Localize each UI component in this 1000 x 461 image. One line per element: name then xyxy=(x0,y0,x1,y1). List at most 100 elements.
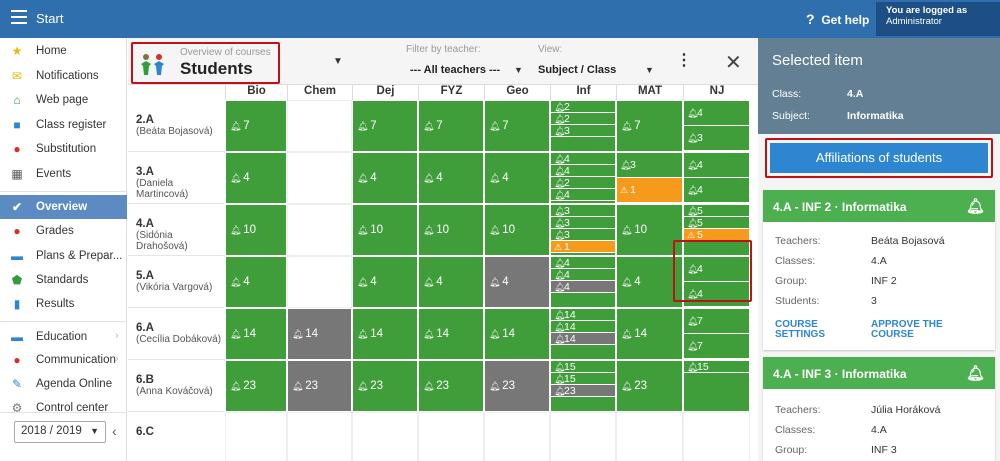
course-group-row[interactable]: 🔔︎23 xyxy=(551,385,615,397)
course-cell[interactable]: 🔔︎ 14 xyxy=(287,308,352,360)
view-caret-icon[interactable]: ▼ xyxy=(645,65,654,75)
sidebar-item-control-center[interactable]: ⚙ Control center xyxy=(0,396,127,420)
course-cell[interactable]: 🔔︎4 🔔︎3 xyxy=(683,100,750,152)
course-cell[interactable]: 🔔︎15 🔔︎15 🔔︎23 xyxy=(550,360,616,412)
course-group-row[interactable]: 🔔︎3 xyxy=(551,205,615,217)
course-group-row[interactable]: 🔔︎4 xyxy=(684,153,749,178)
course-group-row[interactable]: 🔔︎4 xyxy=(551,189,615,201)
course-group-row[interactable]: 🔔︎15 xyxy=(551,373,615,385)
course-group-row[interactable]: 🔔︎4 xyxy=(551,165,615,177)
sidebar-item-web-page[interactable]: ⌂ Web page xyxy=(0,88,127,112)
overview-dropdown-icon[interactable]: ▼ xyxy=(333,56,343,67)
bell-icon[interactable]: 🔔︎ xyxy=(965,198,985,215)
course-cell[interactable]: 🔔︎4 🔔︎4 🔔︎2 🔔︎4 xyxy=(550,152,616,204)
course-group-row[interactable]: 🔔︎14 xyxy=(551,321,615,333)
filter-teacher-select[interactable]: --- All teachers --- xyxy=(410,64,501,76)
course-cell[interactable]: 🔔︎5 🔔︎5 ⚠ 5 xyxy=(683,204,750,256)
course-group-row[interactable]: ⚠ 1 xyxy=(617,178,682,203)
course-cell[interactable]: 🔔︎ 14 xyxy=(616,308,683,360)
course-cell[interactable]: 🔔︎ 4 xyxy=(616,256,683,308)
course-cell[interactable]: 🔔︎ 4 xyxy=(352,256,418,308)
login-info[interactable]: You are logged as Administrator xyxy=(876,2,1000,36)
sidebar-item-home[interactable]: ★ Home xyxy=(0,39,127,63)
course-cell[interactable]: 🔔︎ 4 xyxy=(225,256,287,308)
sidebar-item-plans-prepar[interactable]: ▬ Plans & Prepar... xyxy=(0,244,127,268)
course-group-row[interactable]: 🔔︎3 xyxy=(551,125,615,137)
course-cell[interactable]: 🔔︎2 🔔︎2 🔔︎3 xyxy=(550,100,616,152)
course-group-row[interactable]: 🔔︎15 xyxy=(551,361,615,373)
course-cell[interactable]: 🔔︎ 10 xyxy=(484,204,550,256)
course-group-row[interactable]: 🔔︎3 xyxy=(617,153,682,178)
course-cell[interactable]: 🔔︎ 4 xyxy=(484,256,550,308)
course-cell[interactable]: 🔔︎ 7 xyxy=(484,100,550,152)
course-cell[interactable]: 🔔︎ 7 xyxy=(352,100,418,152)
course-group-row[interactable]: 🔔︎5 xyxy=(684,205,749,217)
course-group-row[interactable]: 🔔︎3 xyxy=(551,217,615,229)
collapse-sidebar-icon[interactable]: ‹ xyxy=(112,423,117,439)
school-year-select[interactable]: 2018 / 2019 ▼ xyxy=(14,421,106,443)
course-group-row[interactable]: 🔔︎3 xyxy=(684,126,749,151)
course-card-inf3[interactable]: 4.A - INF 3 · Informatika 🔔︎ Teachers: Júl… xyxy=(763,357,995,461)
sidebar-item-grades[interactable]: ● Grades xyxy=(0,219,127,243)
course-cell[interactable]: 🔔︎ 10 xyxy=(352,204,418,256)
course-group-row[interactable]: 🔔︎14 xyxy=(551,333,615,345)
hamburger-menu-icon[interactable] xyxy=(11,10,27,24)
close-icon[interactable]: ✕ xyxy=(725,52,742,74)
sidebar-item-standards[interactable]: ⬟ Standards xyxy=(0,268,127,292)
sidebar-item-overview[interactable]: ✔ Overview xyxy=(0,195,127,219)
sidebar-item-class-register[interactable]: ■ Class register xyxy=(0,113,127,137)
course-cell[interactable]: 🔔︎ 4 xyxy=(225,152,287,204)
course-group-row[interactable]: 🔔︎3 xyxy=(551,229,615,241)
course-cell[interactable]: 🔔︎ 14 xyxy=(352,308,418,360)
course-group-row[interactable]: 🔔︎7 xyxy=(684,309,749,334)
course-group-row[interactable]: ⚠ 1 xyxy=(551,241,615,253)
sidebar-item-education[interactable]: ▬ Education › xyxy=(0,325,127,349)
course-cell[interactable]: 🔔︎7 🔔︎7 xyxy=(683,308,750,360)
course-cell[interactable]: 🔔︎15 xyxy=(683,360,750,412)
view-select[interactable]: Subject / Class xyxy=(538,64,617,76)
course-cell[interactable]: 🔔︎ 4 xyxy=(352,152,418,204)
sidebar-item-results[interactable]: ▮ Results xyxy=(0,292,127,316)
course-cell[interactable]: 🔔︎ 4 xyxy=(418,256,484,308)
more-options-icon[interactable]: ⋮ xyxy=(676,52,692,69)
course-group-row[interactable]: 🔔︎5 xyxy=(684,217,749,229)
sidebar-item-substitution[interactable]: ● Substitution xyxy=(0,137,127,161)
course-group-row[interactable]: 🔔︎14 xyxy=(551,309,615,321)
course-group-row[interactable]: 🔔︎4 xyxy=(684,257,749,282)
course-group-row[interactable]: 🔔︎7 xyxy=(684,334,749,359)
course-cell[interactable]: 🔔︎3 ⚠ 1 xyxy=(616,152,683,204)
course-group-row[interactable]: 🔔︎2 xyxy=(551,177,615,189)
sidebar-item-notifications[interactable]: ✉ Notifications xyxy=(0,64,127,88)
course-group-row[interactable]: 🔔︎4 xyxy=(684,101,749,126)
course-group-row[interactable]: 🔔︎2 xyxy=(551,113,615,125)
course-cell[interactable]: 🔔︎4 🔔︎4 xyxy=(683,152,750,204)
course-settings-link[interactable]: COURSE SETTINGS xyxy=(775,319,826,340)
course-card-inf2[interactable]: 4.A - INF 2 · Informatika 🔔︎ Teachers: Beá… xyxy=(763,190,995,350)
sidebar-item-communication[interactable]: ● Communication › xyxy=(0,348,127,372)
course-group-row[interactable]: 🔔︎4 xyxy=(551,153,615,165)
course-cell[interactable]: 🔔︎ 23 xyxy=(418,360,484,412)
course-cell[interactable]: 🔔︎3 🔔︎3 🔔︎3 ⚠ 1 xyxy=(550,204,616,256)
course-group-row[interactable]: 🔔︎4 xyxy=(551,281,615,293)
course-cell[interactable]: 🔔︎ 23 xyxy=(352,360,418,412)
course-cell[interactable]: 🔔︎ 10 xyxy=(225,204,287,256)
bell-icon[interactable]: 🔔︎ xyxy=(965,365,985,382)
app-title[interactable]: Start xyxy=(36,11,64,26)
course-cell[interactable]: 🔔︎ 14 xyxy=(484,308,550,360)
course-cell[interactable]: 🔔︎ 23 xyxy=(287,360,352,412)
course-cell[interactable]: 🔔︎ 23 xyxy=(484,360,550,412)
course-cell[interactable]: 🔔︎ 23 xyxy=(225,360,287,412)
course-group-row[interactable]: 🔔︎4 xyxy=(684,282,749,307)
filter-teacher-caret-icon[interactable]: ▼ xyxy=(514,65,523,75)
course-group-row[interactable]: 🔔︎4 xyxy=(684,178,749,203)
course-cell[interactable]: 🔔︎4 🔔︎4 🔔︎4 xyxy=(550,256,616,308)
course-cell[interactable]: 🔔︎ 14 xyxy=(225,308,287,360)
overview-selector[interactable]: Overview of courses Students xyxy=(131,42,280,84)
course-cell[interactable]: 🔔︎ 7 xyxy=(225,100,287,152)
course-cell[interactable]: 🔔︎ 10 xyxy=(616,204,683,256)
course-cell[interactable]: 🔔︎ 7 xyxy=(418,100,484,152)
course-cell[interactable]: 🔔︎ 23 xyxy=(616,360,683,412)
course-group-row[interactable]: 🔔︎2 xyxy=(551,101,615,113)
sidebar-item-events[interactable]: ▦ Events xyxy=(0,162,127,186)
affiliations-button[interactable]: Affiliations of students xyxy=(770,143,988,173)
